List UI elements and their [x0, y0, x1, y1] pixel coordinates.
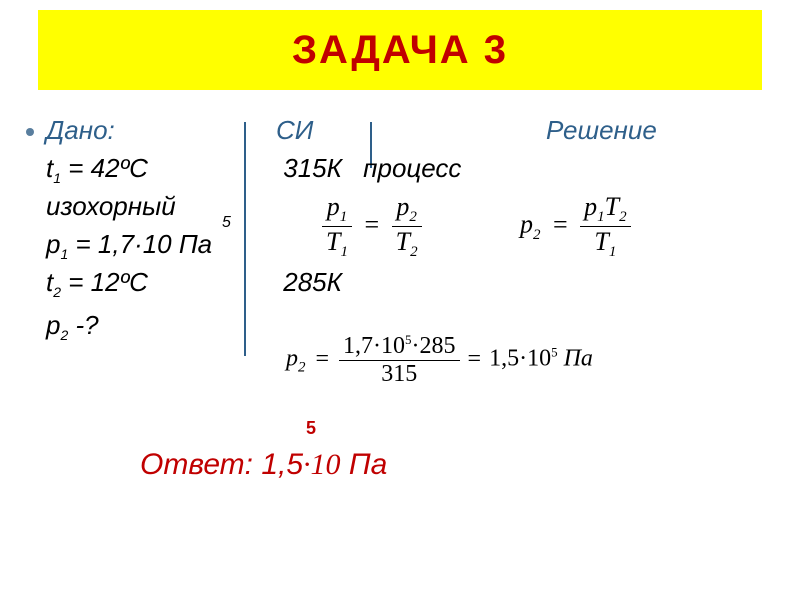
process-word: процесс	[363, 150, 461, 188]
p1-value: p1 = 1,7·10 Па	[46, 226, 212, 264]
f2-lhs-p: p	[520, 210, 533, 239]
title-bar: ЗАДАЧА 3	[38, 10, 762, 90]
frac-p2T2: p2 T2	[392, 192, 422, 261]
f1r-num-sub: 2	[409, 209, 417, 225]
frac-p1T2-T1: p1T2 T1	[580, 192, 630, 261]
f3-num: 1,7·10	[343, 333, 405, 359]
title-text: ЗАДАЧА 3	[292, 28, 508, 73]
label-resh: Решение	[546, 112, 657, 150]
f2-den-T: T	[594, 227, 608, 256]
f3-den: 315	[339, 360, 460, 388]
formula-p2: p2 = p1T2 T1	[520, 192, 631, 261]
t1-eq: = 42ºС	[61, 153, 148, 183]
f2-num-p: p	[584, 192, 597, 221]
t2-si: 285К	[283, 264, 342, 302]
f1r-num-p: p	[396, 192, 409, 221]
f1-num-p: p	[327, 192, 340, 221]
p1-var: p	[46, 229, 60, 259]
f3-num-tail: ·285	[412, 333, 456, 359]
t2-sub: 2	[53, 285, 61, 301]
p2-q: -?	[68, 310, 98, 340]
frac-calc: 1,7·105·285 315	[339, 332, 460, 388]
f3-res-exp: 5	[551, 345, 558, 360]
p1-exponent: 5	[222, 214, 231, 232]
f3-res: 1,5·10	[489, 346, 551, 372]
formula-ratio: p1 T1 = p2 T2	[322, 192, 422, 261]
p2-var: p	[46, 310, 60, 340]
f2-eq: =	[547, 210, 574, 239]
f1-num-sub: 1	[340, 209, 348, 225]
t1-si: 315К	[283, 150, 342, 188]
f2-lhs-sub: 2	[533, 227, 541, 243]
f3-eq2: =	[466, 346, 484, 372]
t2-eq: = 12ºС	[61, 267, 148, 297]
answer-dot10: ·10	[303, 448, 341, 481]
f3-lhs-sub: 2	[298, 359, 306, 375]
header-row: Дано: СИ Решение	[46, 112, 766, 150]
f1-den-sub: 1	[340, 244, 348, 260]
f2-den-Tsub: 1	[609, 244, 617, 260]
answer-unit: Па	[341, 448, 388, 481]
f2-num-T: T	[605, 192, 619, 221]
f1r-den-sub: 2	[410, 244, 418, 260]
label-si: СИ	[276, 112, 546, 150]
p1-eq: = 1,7·10 Па	[68, 229, 212, 259]
t1-value: t1 = 42ºС	[46, 150, 276, 188]
f3-eq: =	[312, 346, 334, 372]
f2-num-Tsub: 2	[619, 209, 627, 225]
f1r-den-T: T	[396, 227, 410, 256]
line-p2: p2 -?	[46, 307, 99, 345]
bullet-icon	[26, 128, 34, 136]
label-dano: Дано:	[46, 112, 276, 150]
answer-exponent: 5	[306, 418, 316, 439]
f2-num-psub: 1	[597, 209, 605, 225]
answer-label: Ответ: 1,5	[140, 448, 303, 481]
f1-den-T: T	[326, 227, 340, 256]
formula-calc: p2 = 1,7·105·285 315 = 1,5·105 Па	[286, 332, 593, 388]
answer-line: Ответ: 1,5·10 Па	[140, 448, 387, 482]
t2-value: t2 = 12ºС	[46, 264, 276, 302]
f3-unit: Па	[564, 346, 593, 372]
frac-p1T1: p1 T1	[322, 192, 352, 261]
f1-eq: =	[358, 210, 385, 239]
f3-lhs-p: p	[286, 346, 298, 372]
line-t2: t2 = 12ºС 285К	[46, 264, 766, 302]
t1-sub: 1	[53, 170, 61, 186]
slide: ЗАДАЧА 3 Дано: СИ Решение t1 = 42ºС 315К…	[0, 0, 800, 600]
